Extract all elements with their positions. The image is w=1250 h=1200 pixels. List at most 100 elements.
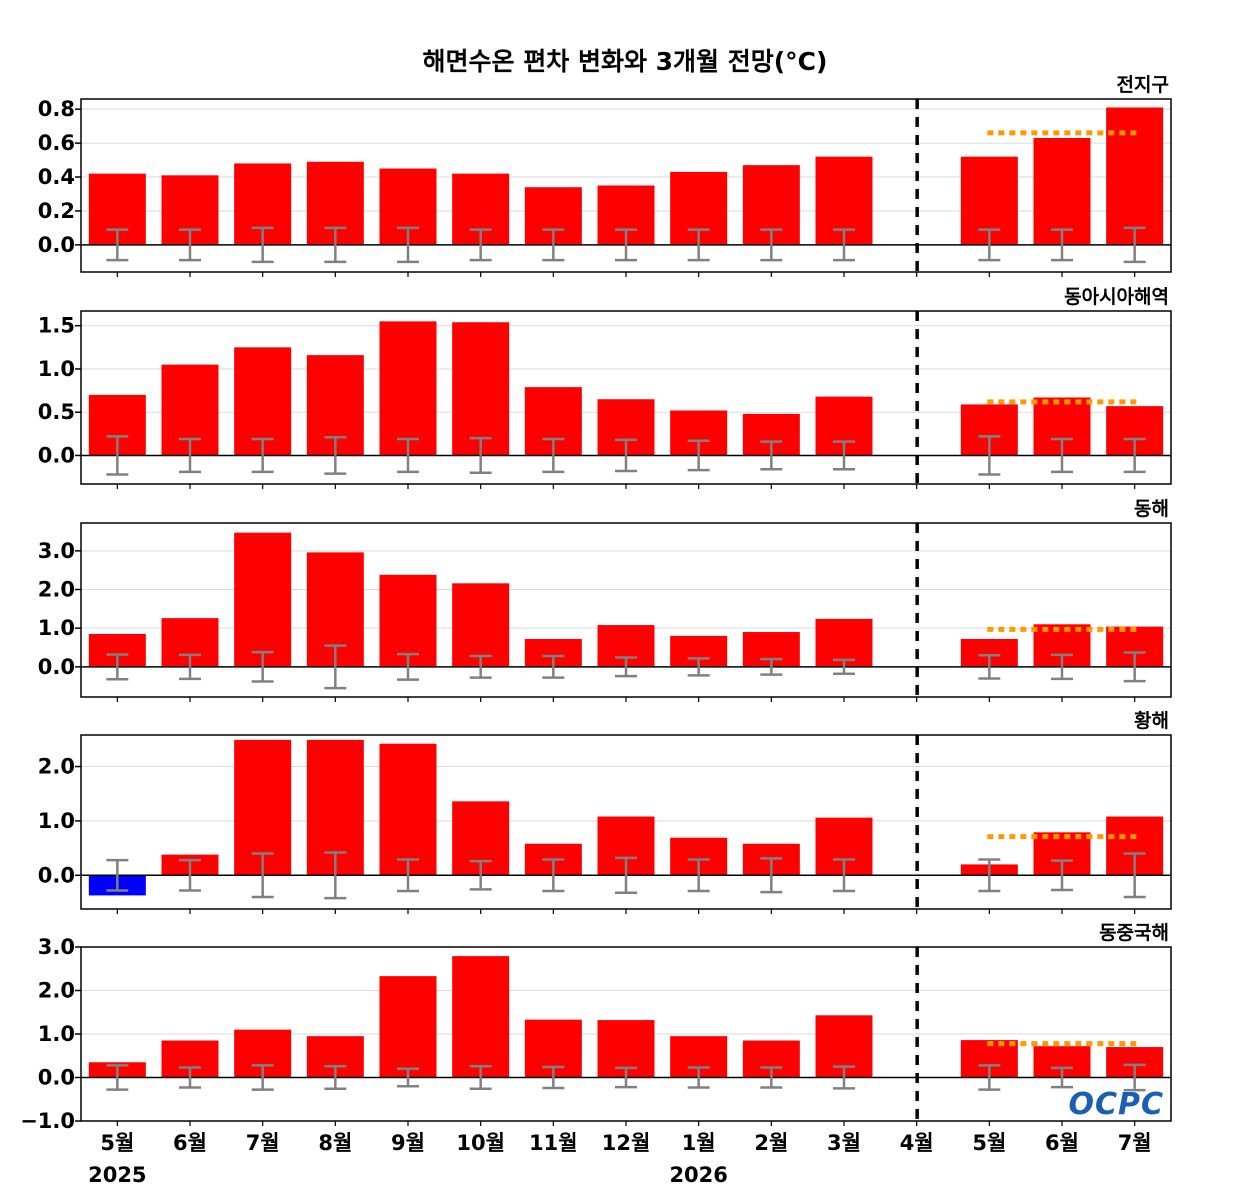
x-tick-label: 7월 [1118,1131,1152,1155]
panel-5: −1.0 0.0 1.0 2.0 3.0 동중국해 [20,922,1172,1133]
error-bar [833,228,855,262]
y-tick-label: 0.5 [38,400,75,424]
chart-title: 해면수온 편차 변화와 3개월 전망(°C) [423,47,828,76]
error-bar [324,436,347,475]
y-tick-label: 0.4 [38,165,75,189]
x-tick-label: 5월 [972,1131,1006,1155]
error-bar [397,226,419,264]
ocpc-logo-text: OCPC [1068,1087,1164,1122]
bar [379,743,437,876]
x-tick-label: 1월 [682,1131,716,1155]
error-bar [833,1065,855,1090]
y-tick-label: 1.5 [38,314,75,338]
y-tick-label: 2.0 [38,755,75,779]
x-tick-label: 11월 [529,1131,578,1155]
error-bar [1051,653,1073,681]
error-bar [179,858,201,892]
error-bar [469,859,492,891]
error-bar [760,857,783,894]
bar [234,532,292,667]
x-tick-label: 2월 [754,1131,788,1155]
panels-group: 0.0 0.2 0.4 0.6 0.8 전지구 0.0 0.5 1.0 1.5 동아시아해역 0.0 1… [20,74,1172,1133]
error-bar [106,228,129,262]
bar [452,322,510,456]
error-bar [833,658,855,676]
error-bar [760,440,783,471]
y-tick-label: −1.0 [20,1109,75,1133]
error-bar [615,438,637,473]
error-bar [397,858,419,893]
error-bar [978,435,1001,476]
y-tick-label: 0.0 [38,655,75,679]
error-bar [760,1066,783,1089]
error-bar [469,654,492,679]
error-bar [397,437,419,474]
error-bar [251,226,274,264]
panel-title: 동중국해 [1099,922,1169,944]
y-tick-label: 3.0 [38,935,75,959]
error-bar [324,851,347,900]
panel-3: 0.0 1.0 2.0 3.0 동해 [38,498,1172,702]
error-bar [542,654,565,679]
year-label: 2026 [669,1163,727,1187]
error-bar [106,1064,129,1091]
y-tick-label: 1.0 [38,809,75,833]
error-bar [251,437,274,474]
ocpc-logo: OCPC [1068,1087,1164,1122]
y-tick-label: 0.6 [38,131,75,155]
y-tick-label: 0.0 [38,443,75,467]
error-bar [1051,1066,1073,1089]
error-bar [542,1065,565,1090]
error-bar [615,1066,637,1089]
x-tick-label: 12월 [602,1131,651,1155]
error-bar [760,228,783,262]
error-bar [1051,859,1073,892]
panel-4: 0.0 1.0 2.0 황해 [38,709,1172,914]
panel-title: 동아시아해역 [1064,286,1169,308]
error-bar [760,657,783,676]
bar [379,321,437,456]
bar [379,976,437,1078]
error-bar [1051,228,1073,262]
x-tick-label: 6월 [1045,1131,1079,1155]
error-bar [615,856,637,894]
error-bar [397,652,419,681]
panel-2: 0.0 0.5 1.0 1.5 동아시아해역 [38,286,1172,489]
error-bar [251,852,274,899]
x-tick-label: 4월 [900,1131,934,1155]
error-bar [615,228,637,262]
bar [379,574,437,667]
y-tick-label: 1.0 [38,616,75,640]
error-bar [687,657,710,677]
year-label: 2025 [88,1163,146,1187]
error-bar [978,1064,1001,1091]
error-bar [833,440,855,471]
x-tick-label: 10월 [456,1131,505,1155]
error-bar [324,1064,347,1091]
y-tick-label: 0.0 [38,1066,75,1090]
error-bar [179,653,201,681]
x-tick-label: 3월 [827,1131,861,1155]
error-bar [106,435,129,476]
error-bar [324,644,347,690]
bar [234,347,292,456]
bar [452,583,510,667]
panel-title: 전지구 [1117,74,1169,96]
error-bar [615,656,637,678]
error-bar [687,439,710,472]
error-bar [106,653,129,681]
panel-title: 동해 [1134,498,1169,520]
x-tick-label: 5월 [100,1131,134,1155]
error-bar [469,228,492,262]
y-tick-label: 0.0 [38,863,75,887]
error-bar [1123,651,1146,683]
x-tick-label: 8월 [318,1131,352,1155]
bar [452,956,510,1078]
x-tick-label: 6월 [173,1131,207,1155]
y-tick-label: 1.0 [38,1022,75,1046]
error-bar [1123,1063,1146,1092]
error-bar [179,1066,201,1089]
y-tick-label: 1.0 [38,357,75,381]
error-bar [251,1064,274,1091]
